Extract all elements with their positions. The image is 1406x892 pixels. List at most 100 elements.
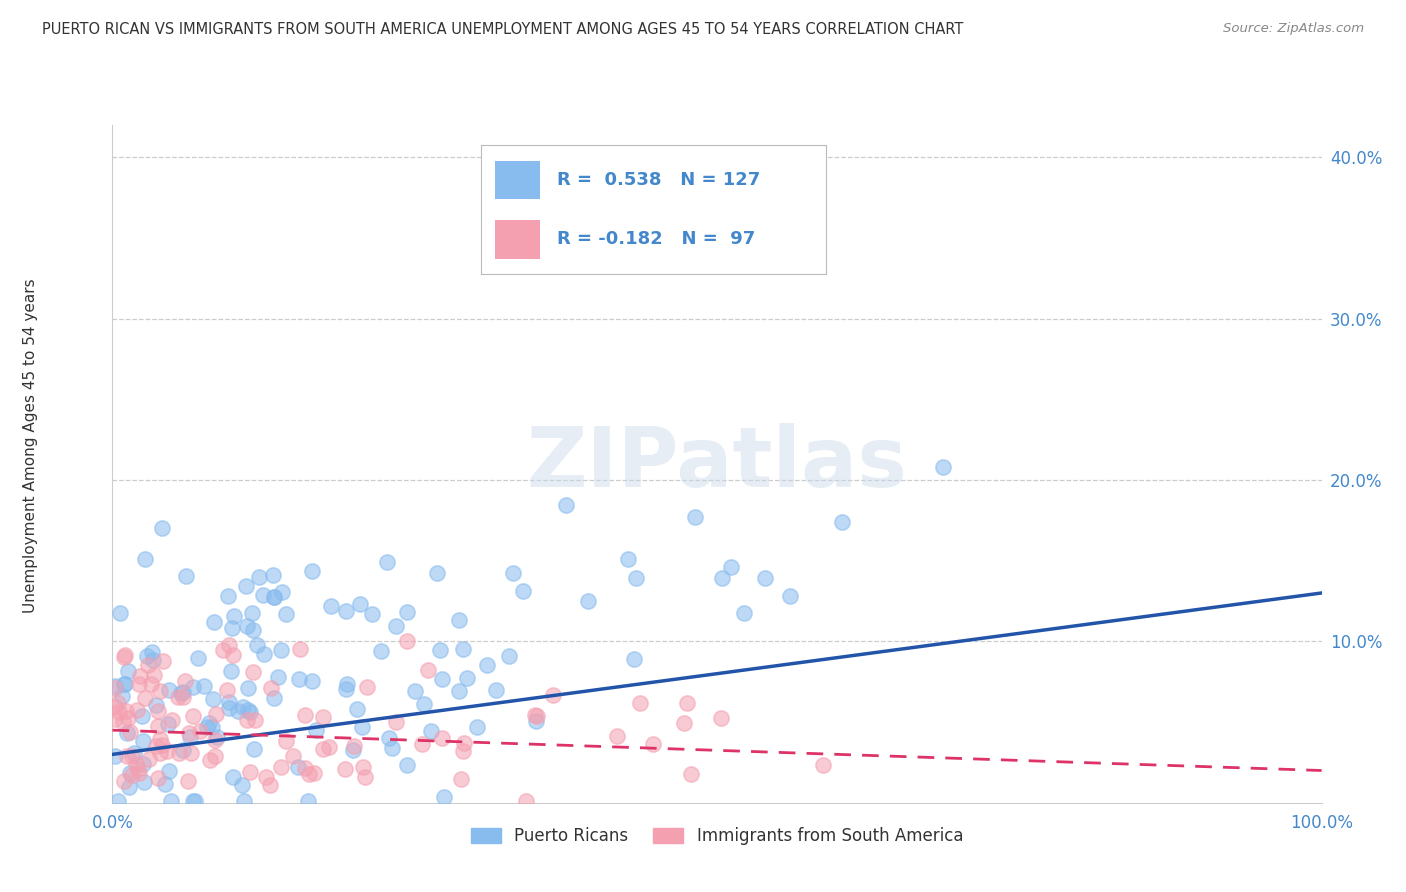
- Point: [156, 744, 179, 758]
- Point: [242, 665, 264, 679]
- Point: [628, 696, 651, 710]
- Point: [143, 667, 166, 681]
- Point: [181, 794, 204, 808]
- Point: [370, 644, 392, 658]
- Point: [120, 725, 142, 739]
- Point: [218, 638, 240, 652]
- Point: [343, 739, 366, 754]
- Point: [811, 758, 834, 772]
- Point: [218, 701, 240, 715]
- Point: [430, 672, 453, 686]
- Point: [221, 621, 243, 635]
- Point: [453, 736, 475, 750]
- Point: [254, 770, 277, 784]
- Point: [294, 760, 316, 774]
- Point: [219, 664, 242, 678]
- Point: [236, 713, 259, 727]
- Point: [378, 731, 401, 746]
- Point: [502, 566, 524, 581]
- Point: [118, 766, 141, 780]
- Point: [242, 623, 264, 637]
- Point: [139, 677, 162, 691]
- Point: [107, 705, 129, 719]
- Point: [720, 560, 742, 574]
- Point: [335, 681, 357, 696]
- Point: [146, 704, 169, 718]
- Point: [190, 723, 212, 738]
- Point: [127, 703, 149, 717]
- Point: [121, 749, 143, 764]
- Legend: Puerto Ricans, Immigrants from South America: Puerto Ricans, Immigrants from South Ame…: [464, 821, 970, 852]
- Point: [138, 657, 160, 672]
- Point: [236, 681, 259, 696]
- Point: [932, 459, 955, 474]
- Point: [349, 597, 371, 611]
- Point: [276, 734, 298, 748]
- Point: [114, 676, 136, 690]
- Point: [179, 730, 201, 744]
- Point: [159, 764, 181, 779]
- Point: [270, 760, 292, 774]
- Point: [318, 739, 340, 754]
- Point: [336, 677, 359, 691]
- Point: [395, 605, 418, 619]
- Point: [356, 680, 378, 694]
- Point: [197, 715, 219, 730]
- Point: [222, 770, 245, 784]
- Point: [465, 720, 488, 734]
- Point: [232, 699, 254, 714]
- Point: [377, 555, 399, 569]
- Point: [104, 679, 127, 693]
- Point: [301, 564, 323, 578]
- Point: [166, 690, 188, 704]
- Point: [104, 681, 127, 695]
- Point: [108, 606, 131, 620]
- Point: [420, 724, 443, 739]
- Point: [132, 775, 155, 789]
- Point: [131, 709, 153, 723]
- Point: [426, 566, 449, 580]
- Point: [145, 698, 167, 712]
- Point: [148, 719, 170, 733]
- Point: [779, 589, 801, 603]
- Point: [179, 726, 201, 740]
- Point: [270, 643, 292, 657]
- Point: [321, 599, 343, 613]
- Point: [180, 746, 202, 760]
- Point: [267, 670, 290, 684]
- Point: [117, 664, 139, 678]
- Point: [526, 709, 548, 723]
- Point: [515, 794, 537, 808]
- Point: [429, 643, 451, 657]
- Point: [204, 748, 226, 763]
- Point: [271, 584, 294, 599]
- Point: [118, 780, 141, 795]
- Point: [129, 669, 152, 683]
- Point: [173, 674, 195, 689]
- Point: [335, 604, 357, 618]
- Point: [104, 700, 127, 714]
- Point: [754, 571, 776, 585]
- Point: [274, 607, 297, 621]
- Point: [128, 677, 150, 691]
- Point: [354, 770, 377, 784]
- Point: [218, 695, 240, 709]
- Point: [232, 794, 254, 808]
- Point: [294, 708, 316, 723]
- Point: [710, 571, 733, 585]
- Point: [263, 590, 285, 604]
- Point: [150, 520, 173, 534]
- Point: [132, 734, 155, 748]
- Point: [150, 738, 173, 752]
- Point: [606, 729, 628, 743]
- Point: [733, 606, 755, 620]
- Point: [169, 686, 191, 700]
- Point: [683, 509, 706, 524]
- Point: [202, 615, 225, 630]
- Point: [115, 748, 138, 763]
- Point: [104, 712, 127, 726]
- Text: Unemployment Among Ages 45 to 54 years: Unemployment Among Ages 45 to 54 years: [24, 278, 38, 614]
- Point: [385, 715, 408, 730]
- Point: [243, 713, 266, 727]
- Point: [114, 648, 136, 662]
